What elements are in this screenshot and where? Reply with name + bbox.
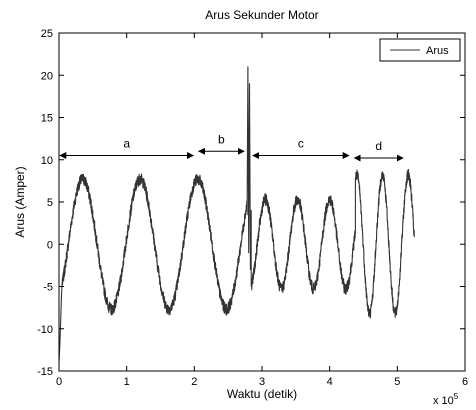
x-tick-label: 6 (462, 376, 468, 388)
x-multiplier-exponent: 5 (454, 392, 459, 401)
chart-title: Arus Sekunder Motor (205, 8, 318, 22)
y-tick-label: 5 (47, 197, 53, 209)
y-tick-label: 20 (41, 70, 53, 82)
axes: 0 1 2 3 4 5 6 -15 -10 -5 0 5 10 15 20 25 (37, 28, 468, 388)
plot-area (58, 66, 415, 363)
y-axis-title: Arus (Amper) (13, 166, 27, 237)
x-multiplier-label: x 10 (433, 395, 454, 407)
annotations: a b c d (59, 132, 404, 162)
x-tick-label: 3 (259, 376, 265, 388)
region-label-c: c (298, 137, 304, 151)
region-label-d: d (375, 139, 382, 153)
y-tick-label: 10 (41, 155, 53, 167)
x-multiplier: x 105 (433, 392, 459, 407)
svg-text:x 105: x 105 (433, 392, 459, 407)
y-tick-label: 25 (41, 28, 53, 40)
y-tick-label: 0 (47, 239, 53, 251)
x-tick-label: 2 (191, 376, 197, 388)
y-tick-label: 15 (41, 113, 53, 125)
x-tick-label: 1 (124, 376, 130, 388)
legend-label: Arus (426, 45, 449, 57)
x-tick-label: 4 (327, 376, 333, 388)
region-label-a: a (123, 137, 130, 151)
y-tick-label: -5 (43, 282, 53, 294)
x-tick-label: 0 (56, 376, 62, 388)
x-axis-title: Waktu (detik) (227, 387, 297, 401)
region-label-b: b (218, 132, 225, 146)
y-tick-label: -15 (37, 366, 53, 378)
y-tick-label: -10 (37, 324, 53, 336)
legend: Arus (379, 38, 461, 62)
series-line-arus (58, 66, 415, 363)
x-tick-label: 5 (394, 376, 400, 388)
